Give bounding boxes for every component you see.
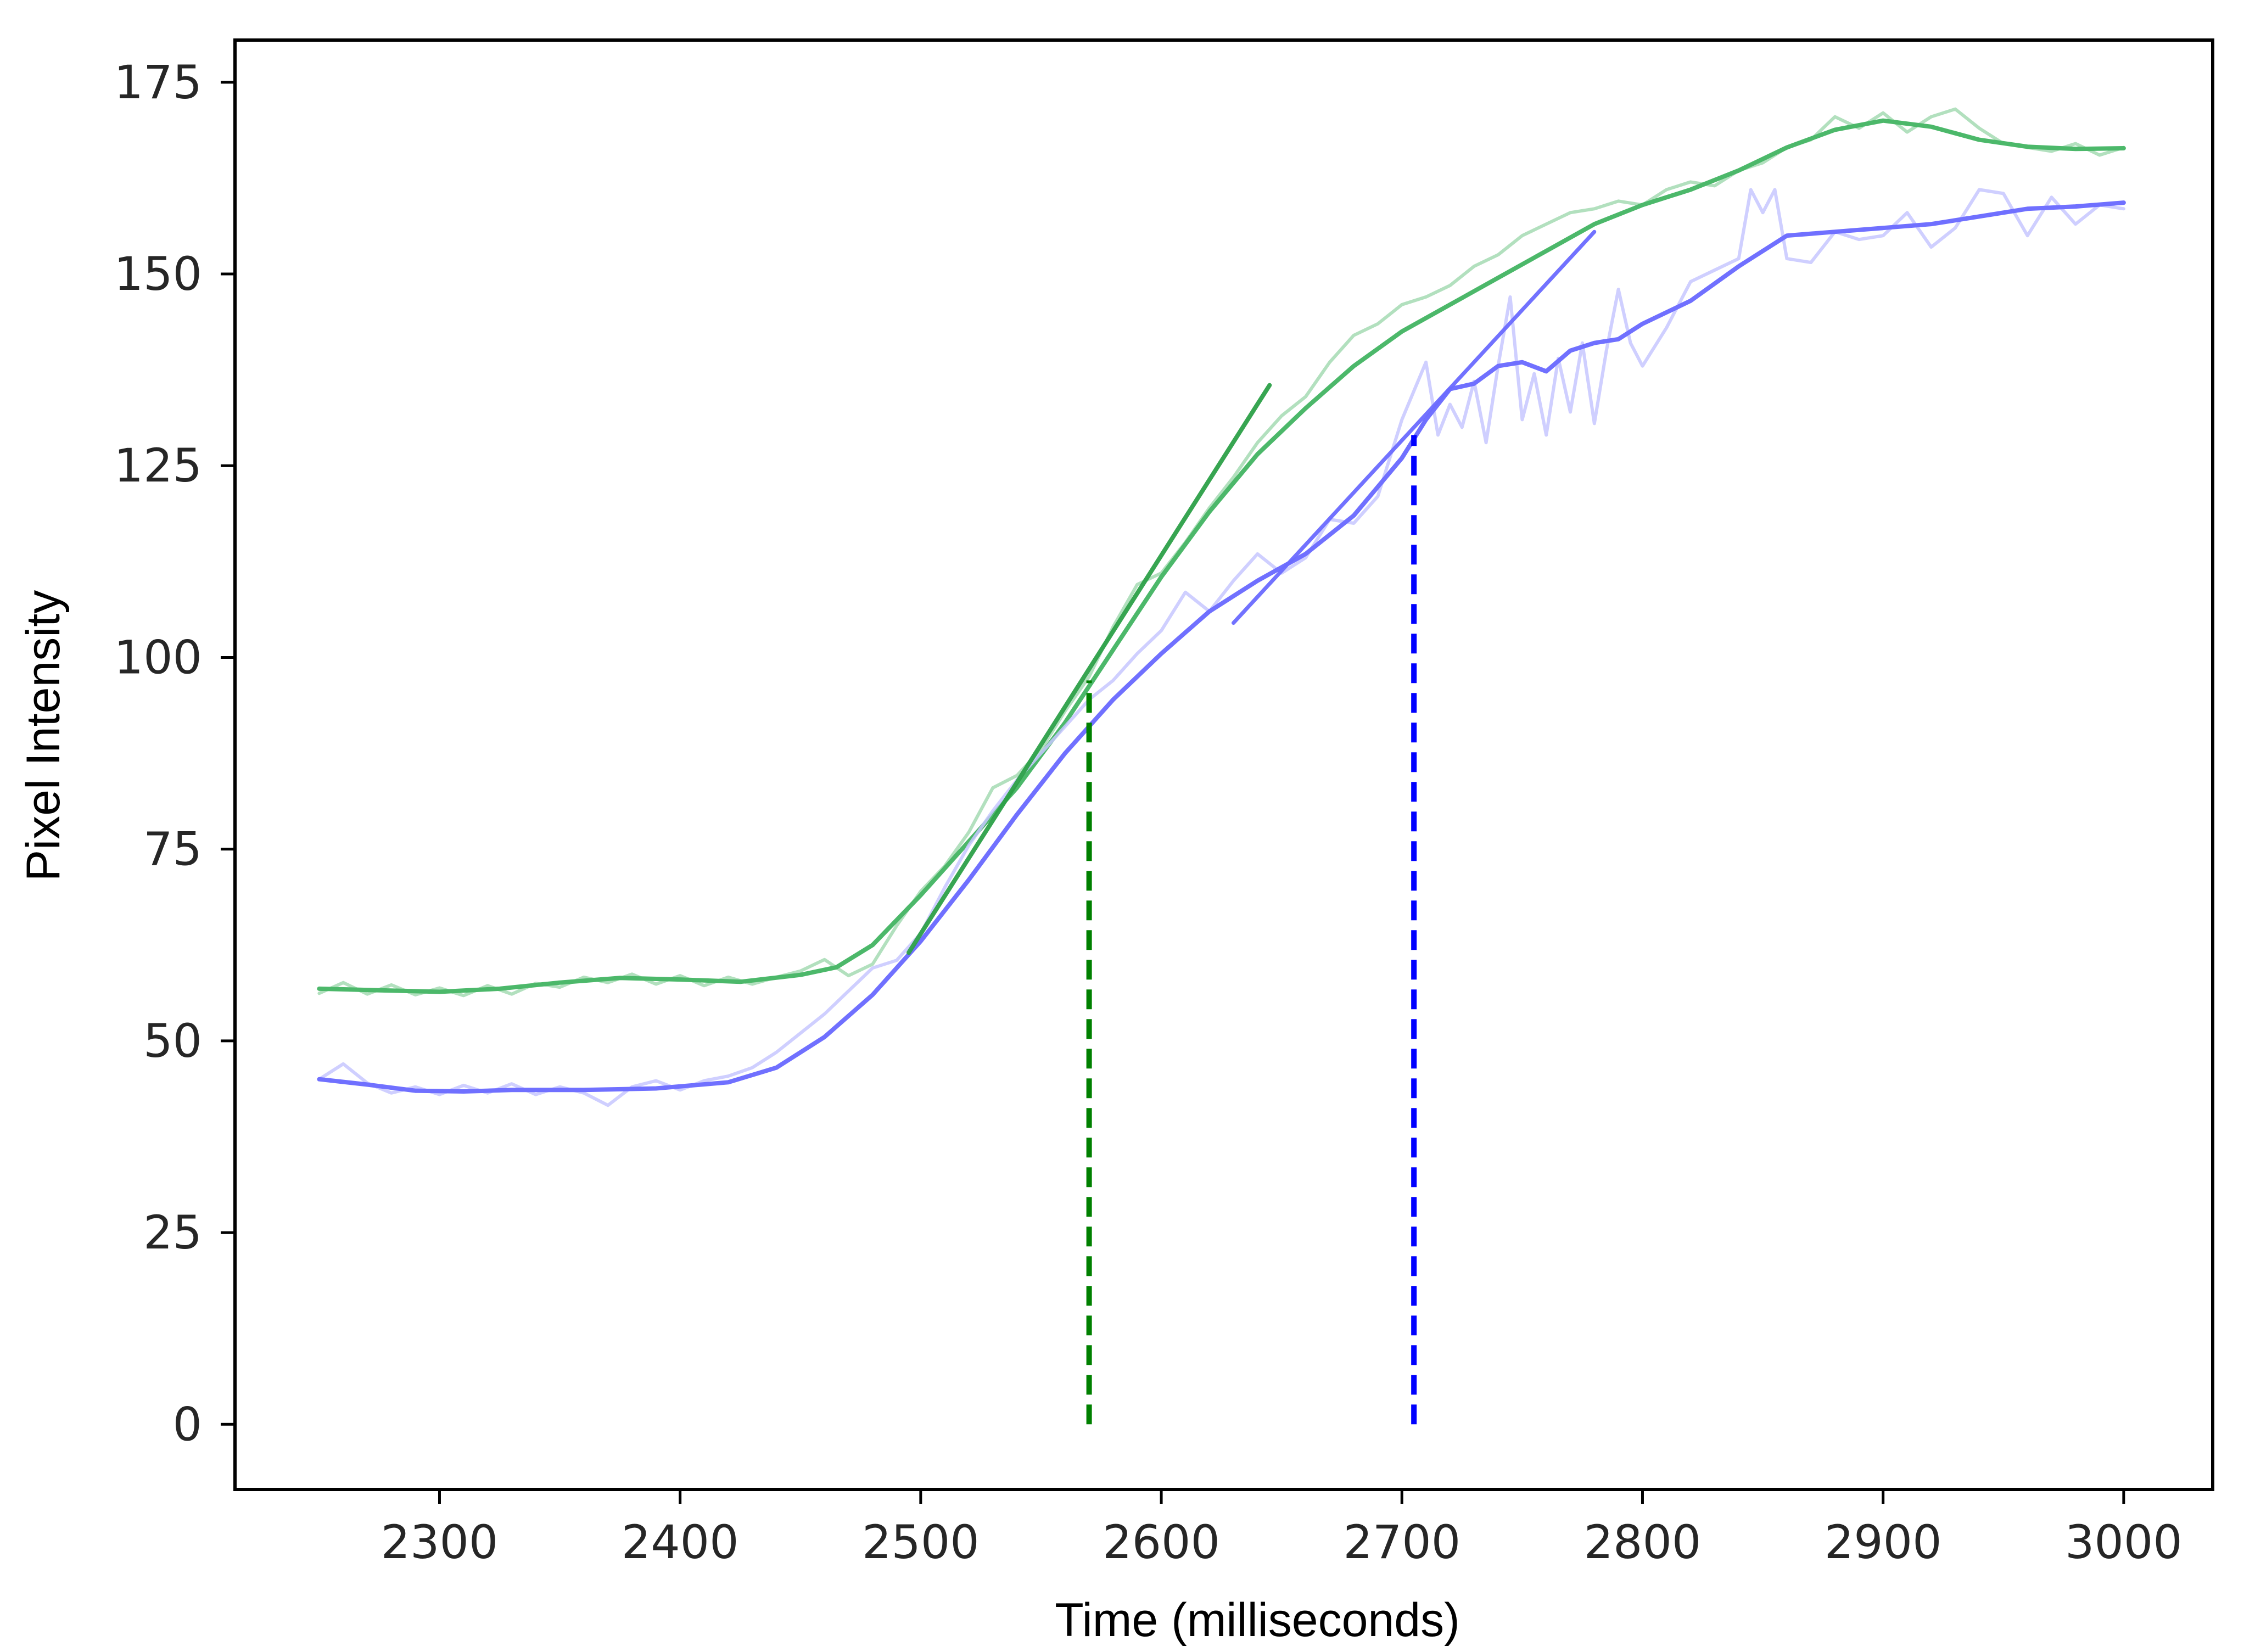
x-tick-label: 2700	[1343, 1515, 1460, 1569]
y-tick-label: 75	[143, 822, 202, 876]
x-tick-label: 2600	[1103, 1515, 1220, 1569]
series-line-green-fit	[906, 383, 1272, 955]
y-axis: 0 25 50 75 100 125 150 175	[114, 55, 235, 1451]
x-tick-label: 2500	[862, 1515, 980, 1569]
y-tick-label: 50	[143, 1014, 202, 1068]
y-tick-label: 25	[143, 1206, 202, 1259]
plot-frame	[233, 38, 2214, 1491]
series-line-blue-raw	[317, 188, 2125, 1107]
x-tick-label: 2300	[381, 1515, 499, 1569]
marker-layer	[1086, 435, 1417, 1425]
series-line-green-smooth	[317, 118, 2126, 994]
y-axis-title: Pixel Intensity	[17, 590, 70, 882]
y-tick-label: 150	[114, 247, 202, 301]
x-tick-label: 2900	[1825, 1515, 1942, 1569]
x-axis-title: Time (milliseconds)	[1055, 1594, 1459, 1647]
x-tick-label: 2400	[622, 1515, 739, 1569]
series-line-green-raw	[317, 107, 2125, 998]
y-tick-label: 175	[114, 55, 202, 109]
series-line-blue-fit	[1232, 229, 1597, 625]
x-tick-label: 3000	[2065, 1515, 2183, 1569]
y-tick-label: 100	[114, 630, 202, 684]
y-tick-label: 0	[173, 1397, 202, 1451]
x-axis: 2300 2400 2500 2600 2700 2800 2900 3000	[381, 1489, 2183, 1569]
x-tick-label: 2800	[1584, 1515, 1702, 1569]
series-line-blue-smooth	[317, 200, 2126, 1094]
series-layer	[317, 107, 2126, 1107]
y-tick-label: 125	[114, 439, 202, 492]
